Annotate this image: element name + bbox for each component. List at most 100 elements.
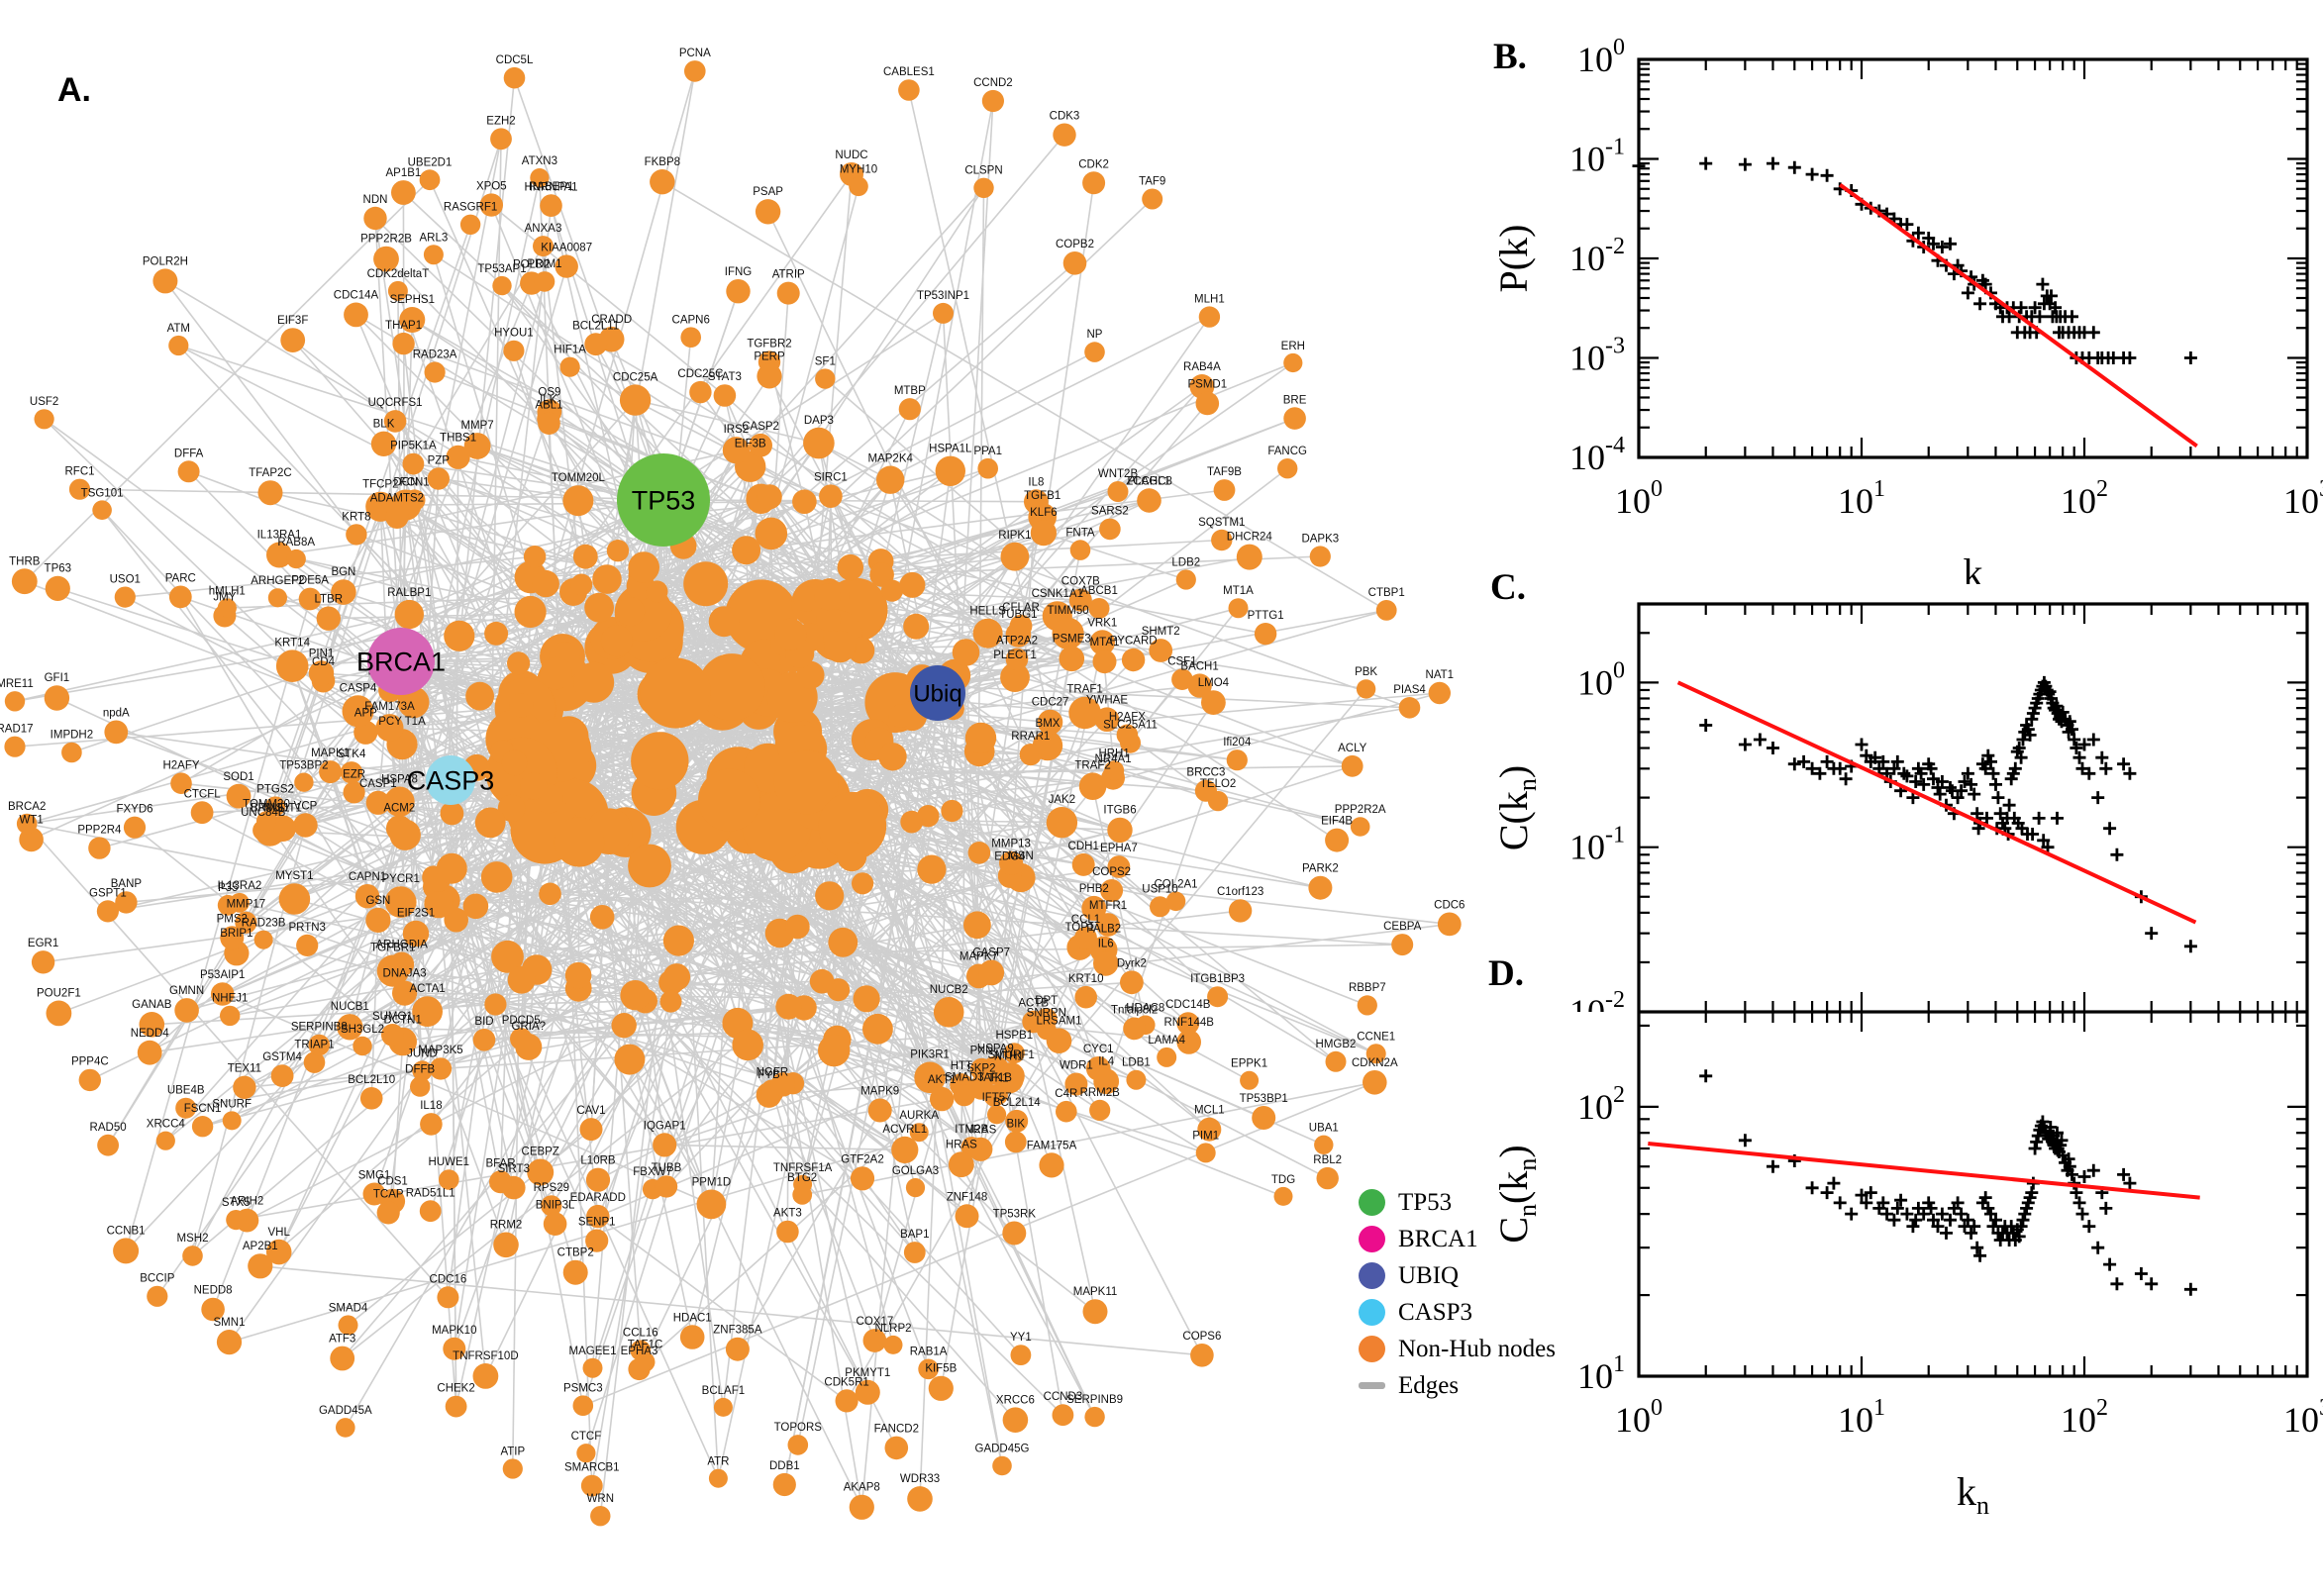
network-node-label: IL13RA1 [257,530,302,542]
network-node-label: CDC5L [496,54,534,66]
network-node-label: FNTA [1065,527,1095,539]
network-node [336,1418,355,1438]
legend-dot-swatch [1359,1336,1385,1362]
network-node-label: EIF2S1 [397,908,435,920]
network-node [590,1506,611,1527]
network-node [1277,458,1298,479]
network-node-label: MTA1 [1090,637,1120,648]
network-node-label: YWHAE [1086,694,1129,706]
network-node-label: MMP7 [460,420,493,432]
network-node [1187,673,1212,698]
network-node-label: USO1 [110,573,141,585]
network-node-label: PPP2R2B [360,234,412,246]
network-node-label: CASP1 [359,778,397,790]
network-node-label: Tnfaip8l2 [1111,1005,1158,1017]
network-node [480,861,513,893]
network-node-label: TNFRSF10D [453,1350,518,1362]
fit-line [1839,182,2198,449]
network-node [1004,1131,1027,1153]
network-node-label: COL2A1 [1154,879,1197,891]
network-node-label: COPB2 [1056,239,1094,250]
network-node-label: EGR1 [28,938,58,949]
network-node-label: BAP1 [900,1229,929,1241]
network-node-label: SUMO1 [372,1011,413,1023]
network-node [1356,679,1376,699]
network-edge [979,688,1367,1150]
network-node-label: CAV1 [576,1105,605,1117]
network-node-label: SENP1 [578,1217,616,1229]
network-node-label: ITGB6 [1103,805,1136,817]
network-node [97,1134,119,1156]
network-node [757,484,782,510]
network-node-label: L10RB [580,1155,615,1167]
network-node-label: TAF9B [1207,466,1242,478]
network-node-label: MRE11 [0,678,34,690]
network-node-label: NRAS [964,1125,996,1137]
network-node-label: BANP [111,878,143,890]
legend-label: CASP3 [1398,1298,1473,1326]
network-node-label: LMO4 [1198,677,1230,689]
network-node [815,368,836,389]
network-node-label: HRH1 [1098,748,1129,759]
network-node [342,695,374,728]
network-edge [238,795,878,1031]
network-node [708,606,740,638]
network-node [412,1060,433,1081]
network-node [796,660,825,689]
network-node-label: PBK [1355,666,1377,678]
network-node [792,489,817,514]
network-node [559,356,580,377]
network-edge [291,499,664,667]
network-node [265,796,286,817]
network-node-label: MAPK11 [1073,1286,1118,1298]
network-node-label: KLF6 [1030,507,1058,519]
network-node-label: UQCRFS1 [368,397,423,409]
network-node [376,1201,400,1225]
network-node-label: HMGB2 [1316,1039,1357,1050]
network-node [1325,1050,1347,1072]
network-edge [520,1038,720,1479]
network-node [1201,690,1226,715]
network-node [412,996,443,1027]
network-edge [440,906,477,1069]
network-node-label: UBE4B [167,1085,205,1097]
x-tick-label: 101 [1838,1395,1885,1440]
network-node [835,1389,858,1413]
network-edge [178,345,664,501]
network-node-label: NEDD8 [194,1285,233,1297]
network-node [1056,1100,1077,1123]
network-edge [236,1098,943,1221]
network-node [539,882,561,906]
network-node-label: UNC84B [241,807,286,819]
network-node [948,1151,974,1178]
network-node [389,819,421,850]
network-node [1030,520,1057,547]
network-node-label: CDS1 [377,1176,408,1188]
network-node [1236,544,1262,570]
network-node-label: TP53BP2 [279,760,328,772]
network-node [941,799,963,823]
network-node [491,940,524,973]
network-node [562,485,594,517]
network-node-label: CDK2deltaT [367,268,430,280]
network-node-label: NLRP2 [874,1323,911,1335]
network-node-label: SMURF1 [987,1049,1034,1061]
network-node-label: PMS2 [217,913,248,925]
network-node [373,246,399,272]
network-node-label: PYCARD [1110,636,1158,648]
network-edge [454,611,632,1407]
network-node-label: ERH [1281,341,1305,352]
network-node-label: HRAS [946,1139,977,1150]
network-node-label: SNRPN [1027,1008,1066,1020]
network-node [319,760,343,784]
network-node-label: DPT [1035,995,1058,1007]
network-node [1121,648,1146,672]
network-edge [662,499,1018,660]
network-node-label: UBE2D1 [408,156,453,168]
network-node [749,433,772,457]
network-node-label: RNF144B [1163,1017,1214,1029]
legend-item-brca1: BRCA1 [1359,1221,1556,1257]
chart-clustering-coefficient: 100 10-1 10-2 C(kn​) [1491,602,2309,1012]
network-node [1357,995,1377,1016]
network-node-label: RAB4A [1183,361,1221,373]
